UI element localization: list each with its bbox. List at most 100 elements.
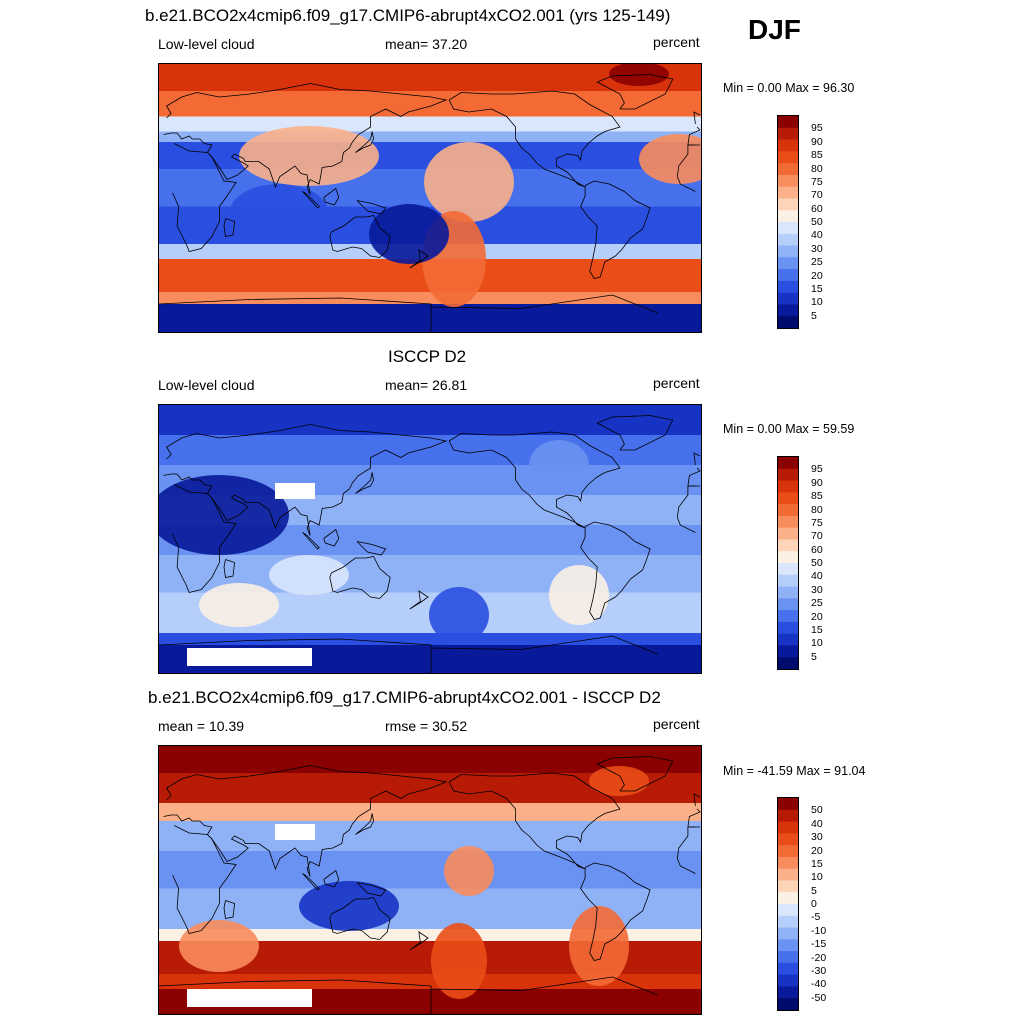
- colorbar-swatch: [778, 998, 798, 1010]
- colorbar-tick-label: 20: [811, 610, 823, 623]
- coastline: [356, 882, 387, 897]
- field-region: [549, 565, 609, 625]
- colorbar-tick-label: 40: [811, 229, 823, 242]
- colorbar-tick-label: 25: [811, 597, 823, 610]
- coastline: [302, 191, 320, 209]
- coastline: [302, 873, 320, 891]
- coastline: [409, 590, 429, 610]
- field-region: [431, 923, 487, 999]
- colorbar-tick-label: 30: [811, 242, 823, 255]
- coastline: [159, 294, 658, 332]
- coastline: [409, 931, 429, 951]
- panel3-rmse-label: rmse = 30.52: [385, 718, 468, 734]
- coastline: [329, 215, 391, 258]
- colorbar-swatch: [778, 927, 798, 940]
- colorbar-swatch: [778, 257, 798, 270]
- panel2-observation-map: [158, 404, 702, 674]
- colorbar-tick-label: 90: [811, 476, 823, 489]
- colorbar-tick-label: 10: [811, 637, 823, 650]
- colorbar-swatch: [778, 151, 798, 164]
- field-region: [429, 587, 489, 643]
- colorbar-tick-label: 0: [811, 898, 817, 910]
- colorbar-tick-label: -15: [811, 938, 827, 951]
- field-region: [569, 906, 629, 986]
- colorbar-swatch: [778, 245, 798, 258]
- colorbar-swatch: [778, 480, 798, 493]
- coastline: [159, 976, 658, 1014]
- field-region: [269, 555, 349, 595]
- colorbar-tick-label: 15: [811, 857, 823, 870]
- coastline: [163, 765, 701, 877]
- field-band: [159, 633, 701, 645]
- field-band: [159, 821, 701, 851]
- field-band: [159, 435, 701, 465]
- coastline: [448, 431, 621, 529]
- colorbar-tick-label: 30: [811, 831, 823, 844]
- panel2-colorbar: [777, 456, 799, 670]
- panel1-left-label: Low-level cloud: [158, 36, 255, 52]
- colorbar-tick-label: 10: [811, 871, 823, 884]
- field-region: [589, 766, 649, 796]
- coastline: [323, 869, 340, 888]
- field-region: [299, 881, 399, 931]
- colorbar-swatch: [778, 915, 798, 929]
- panel1-colorbar: [777, 115, 799, 329]
- colorbar-swatch: [778, 633, 798, 646]
- colorbar-swatch: [778, 798, 798, 811]
- colorbar-tick-label: 95: [811, 122, 823, 135]
- coastline: [302, 532, 320, 550]
- colorbar-tick-label: 20: [811, 269, 823, 282]
- coastline: [580, 862, 651, 961]
- colorbar-tick-label: 70: [811, 530, 823, 543]
- colorbar-tick-label: 10: [811, 296, 823, 309]
- colorbar-swatch: [778, 316, 798, 328]
- colorbar-swatch: [778, 974, 798, 987]
- panel1-range-label: Min = 0.00 Max = 96.30: [723, 81, 855, 95]
- coastline: [580, 180, 651, 279]
- colorbar-tick-label: 5: [811, 884, 817, 897]
- coastline: [693, 793, 701, 807]
- colorbar-canvas: [778, 798, 798, 1010]
- colorbar-tick-label: 80: [811, 503, 823, 516]
- colorbar-canvas: [778, 457, 798, 669]
- colorbar-swatch: [778, 457, 798, 470]
- coastline: [448, 772, 621, 870]
- panel3-range-label: Min = -41.59 Max = 91.04: [723, 764, 866, 778]
- colorbar-tick-label: 20: [811, 844, 823, 857]
- colorbar-tick-label: 5: [811, 309, 817, 322]
- colorbar-swatch: [778, 939, 798, 952]
- colorbar-tick-label: 30: [811, 583, 823, 596]
- map-canvas: [159, 405, 701, 673]
- panel1-units-label: percent: [653, 34, 700, 50]
- colorbar-swatch: [778, 127, 798, 141]
- panel3-title: b.e21.BCO2x4cmip6.f09_g17.CMIP6-abrupt4x…: [148, 688, 661, 707]
- colorbar-tick-label: 85: [811, 490, 823, 503]
- coastline: [596, 74, 674, 110]
- field-region: [639, 134, 701, 184]
- field-band: [159, 405, 701, 435]
- colorbar-swatch: [778, 551, 798, 564]
- panel3-difference-map: [158, 745, 702, 1015]
- missing-data-region: [187, 989, 312, 1007]
- field-region: [369, 204, 449, 264]
- field-band: [159, 131, 701, 142]
- field-region: [529, 440, 589, 490]
- colorbar-swatch: [778, 574, 798, 588]
- colorbar-canvas: [778, 116, 798, 328]
- coastline: [596, 415, 674, 451]
- colorbar-tick-label: 60: [811, 543, 823, 556]
- colorbar-tick-label: 75: [811, 516, 823, 529]
- colorbar-swatch: [778, 821, 798, 834]
- coastline: [329, 897, 391, 940]
- colorbar-swatch: [778, 986, 798, 999]
- colorbar-swatch: [778, 233, 798, 247]
- colorbar-tick-label: -30: [811, 964, 827, 977]
- colorbar-swatch: [778, 492, 798, 505]
- coastline: [163, 83, 701, 195]
- panel1-title: b.e21.BCO2x4cmip6.f09_g17.CMIP6-abrupt4x…: [145, 6, 671, 25]
- colorbar-swatch: [778, 880, 798, 893]
- panel1-center-label: mean= 37.20: [385, 36, 468, 52]
- colorbar-swatch: [778, 174, 798, 188]
- colorbar-tick-label: 50: [811, 557, 823, 569]
- colorbar-swatch: [778, 515, 798, 529]
